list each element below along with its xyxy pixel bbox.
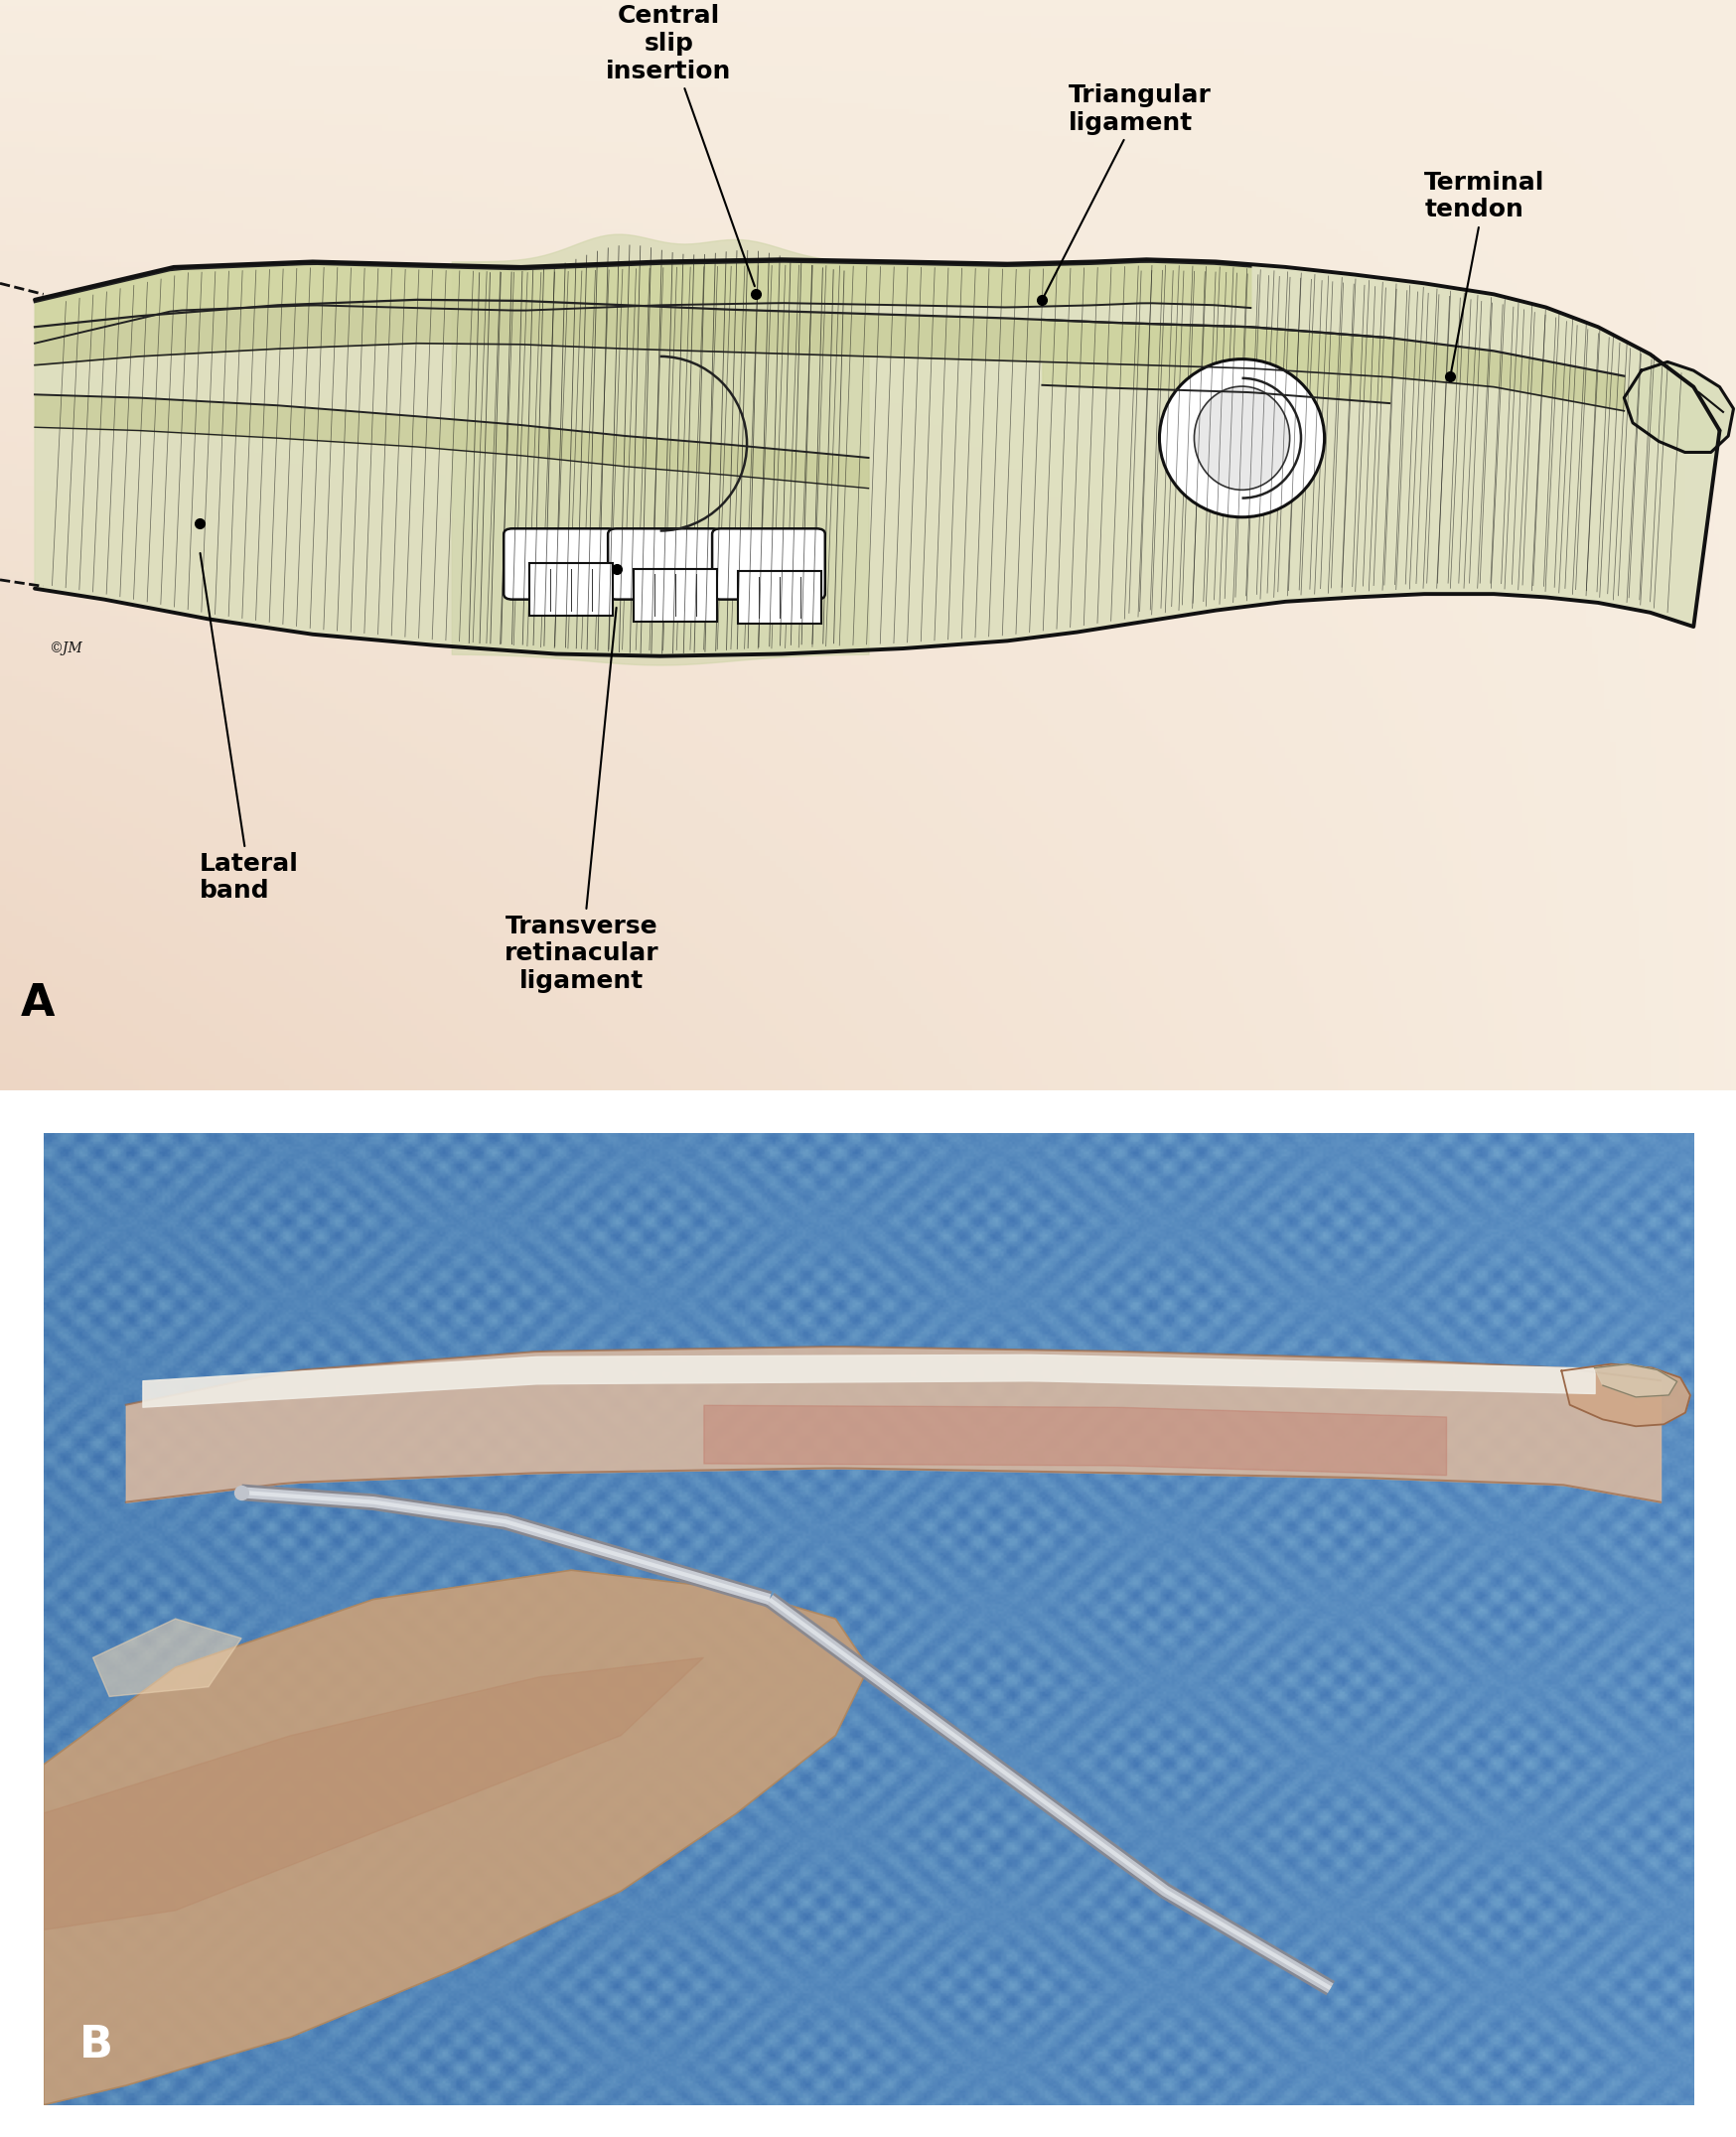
FancyBboxPatch shape [608,528,720,598]
Ellipse shape [1194,387,1288,489]
Bar [529,564,613,615]
FancyBboxPatch shape [712,528,825,598]
Text: Terminal
tendon: Terminal tendon [1424,171,1543,374]
Text: Central
slip
insertion: Central slip insertion [606,4,753,286]
Polygon shape [1594,1363,1675,1398]
Text: Lateral
band: Lateral band [200,553,299,904]
Polygon shape [94,1620,241,1697]
Polygon shape [1623,361,1733,453]
FancyBboxPatch shape [503,528,616,598]
Polygon shape [43,1571,868,2105]
Polygon shape [43,1658,703,1930]
Bar [634,568,717,622]
Polygon shape [1561,1363,1689,1425]
Text: B: B [80,2024,113,2066]
Bar [738,571,821,624]
Text: ©JM: ©JM [49,641,82,656]
Polygon shape [35,259,1719,656]
Ellipse shape [1160,359,1323,517]
Text: A: A [21,981,56,1024]
Text: Transverse
retinacular
ligament: Transverse retinacular ligament [505,607,658,994]
Text: Triangular
ligament: Triangular ligament [1043,83,1210,297]
